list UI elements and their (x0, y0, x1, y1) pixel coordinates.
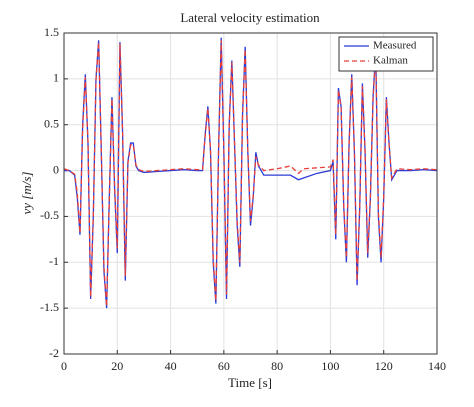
y-tick-label: -0.5 (40, 208, 59, 222)
x-axis-label: Time [s] (228, 375, 272, 390)
y-tick-label: 1 (53, 71, 59, 85)
x-tick-label: 60 (218, 359, 230, 373)
y-tick-label: 0 (53, 162, 59, 176)
x-tick-label: 40 (165, 359, 177, 373)
series-line (64, 37, 438, 309)
x-tick-label: 0 (61, 359, 67, 373)
x-tick-label: 100 (321, 359, 339, 373)
legend-label: Kalman (373, 55, 408, 67)
y-tick-label: -2 (49, 346, 59, 360)
x-tick-label: 20 (111, 359, 123, 373)
legend-label: Measured (373, 40, 417, 52)
y-tick-label: -1.5 (40, 300, 59, 314)
legend-box (338, 36, 434, 72)
series-line (63, 40, 438, 307)
y-tick-label: 1.5 (44, 25, 59, 39)
y-tick-label: -1 (49, 254, 59, 268)
x-tick-label: 80 (271, 359, 283, 373)
y-tick-label: 0.5 (44, 116, 59, 130)
y-axis-label: vy [m/s] (19, 172, 34, 215)
x-tick-label: 120 (375, 359, 393, 373)
plot-frame (63, 32, 438, 355)
chart-title: Lateral velocity estimation (180, 10, 320, 25)
x-tick-label: 140 (428, 359, 446, 373)
